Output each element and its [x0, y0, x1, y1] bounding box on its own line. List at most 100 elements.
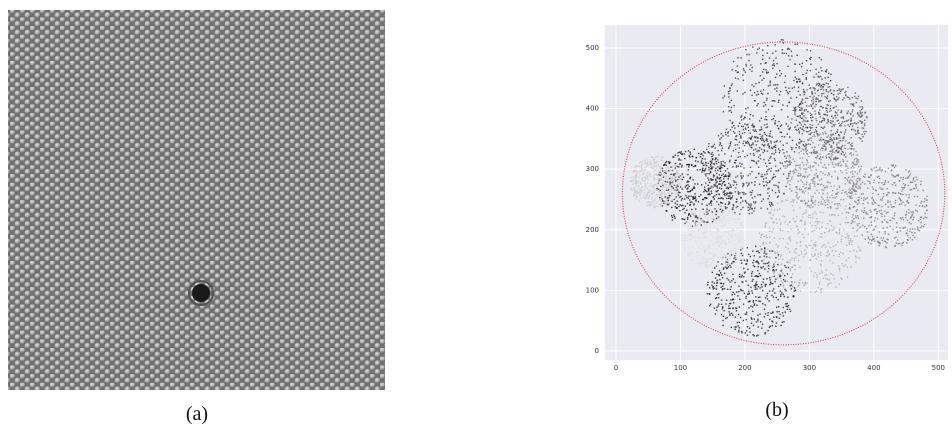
texture-dot — [779, 273, 781, 276]
texture-dot — [743, 276, 745, 278]
texture-dot — [679, 177, 681, 179]
texture-dot — [835, 105, 837, 108]
texture-dot — [672, 187, 675, 189]
texture-dot — [812, 244, 815, 246]
texture-dot — [920, 202, 922, 204]
texture-dot — [705, 182, 707, 184]
texture-dot — [754, 245, 757, 248]
texture-dot — [774, 165, 777, 167]
texture-dot — [775, 57, 777, 59]
texture-dot — [741, 281, 743, 283]
texture-dot — [710, 167, 713, 169]
texture-dot — [764, 225, 766, 227]
texture-dot — [887, 200, 889, 202]
texture-dot — [658, 178, 661, 180]
texture-dot — [745, 141, 747, 143]
texture-dot — [747, 107, 749, 109]
texture-dot — [662, 176, 665, 178]
texture-dot — [907, 176, 910, 178]
texture-dot — [740, 177, 743, 180]
texture-dot — [850, 117, 852, 120]
texture-dot — [837, 191, 839, 194]
texture-dot — [859, 179, 861, 181]
texture-dot — [769, 236, 771, 238]
texture-dot — [766, 292, 769, 295]
texture-dot — [860, 193, 863, 195]
texture-dot — [831, 139, 833, 141]
texture-dot — [814, 110, 816, 112]
texture-dot — [855, 201, 857, 204]
texture-dot — [780, 222, 782, 224]
texture-dot — [903, 187, 905, 189]
texture-dot — [778, 258, 780, 261]
texture-dot — [805, 252, 808, 254]
texture-dot — [766, 97, 768, 99]
texture-dot — [690, 164, 693, 166]
texture-dot — [741, 330, 743, 333]
texture-dot — [772, 228, 775, 230]
texture-dot — [734, 281, 736, 284]
texture-dot — [694, 193, 696, 195]
texture-dot — [727, 288, 729, 291]
texture-dot — [750, 159, 753, 162]
texture-dot — [663, 202, 665, 204]
texture-dot — [812, 116, 814, 118]
texture-dot — [702, 236, 704, 239]
texture-dot — [778, 181, 780, 184]
texture-dot — [743, 267, 745, 270]
texture-dot — [905, 168, 907, 171]
texture-dot — [815, 130, 818, 133]
texture-dot — [778, 237, 781, 240]
texture-dot — [687, 197, 690, 199]
texture-dot — [689, 151, 691, 153]
texture-dot — [629, 180, 632, 182]
texture-dot — [881, 205, 883, 208]
texture-dot — [915, 183, 917, 186]
texture-dot — [796, 129, 798, 132]
texture-dot — [768, 227, 771, 229]
texture-dot — [855, 257, 857, 259]
texture-dot — [727, 258, 729, 261]
texture-dot — [632, 170, 634, 172]
texture-dot — [863, 209, 866, 212]
texture-dot — [728, 230, 730, 233]
texture-dot — [875, 189, 877, 192]
texture-dot — [838, 283, 841, 285]
texture-dot — [794, 287, 796, 290]
texture-dot — [825, 107, 827, 109]
texture-dot — [826, 274, 828, 276]
texture-dot — [659, 191, 661, 194]
texture-dot — [756, 150, 758, 153]
texture-dot — [844, 152, 847, 154]
texture-dot — [669, 179, 672, 182]
texture-dot — [827, 121, 830, 123]
texture-dot — [633, 171, 635, 174]
texture-dot — [822, 139, 824, 141]
texture-dot — [836, 138, 838, 140]
texture-dot — [777, 185, 779, 187]
texture-dot — [848, 181, 851, 184]
texture-dot — [748, 143, 750, 145]
texture-dot — [699, 262, 702, 265]
texture-dot — [642, 173, 644, 175]
texture-dot — [689, 199, 691, 201]
texture-dot — [737, 238, 739, 241]
texture-dot — [711, 271, 714, 274]
texture-dot — [786, 261, 788, 263]
texture-dot — [689, 215, 692, 218]
texture-dot — [760, 234, 763, 236]
texture-dot — [684, 150, 687, 153]
texture-dot — [863, 119, 866, 121]
texture-dot — [676, 191, 679, 193]
texture-dot — [739, 213, 741, 215]
texture-dot — [715, 288, 718, 290]
texture-dot — [855, 182, 858, 185]
texture-dot — [633, 188, 636, 191]
texture-dot — [710, 185, 713, 188]
texture-dot — [759, 137, 762, 140]
texture-dot — [728, 93, 730, 95]
texture-dot — [841, 171, 843, 174]
texture-dot — [845, 205, 847, 207]
texture-dot — [695, 215, 697, 217]
texture-dot — [815, 221, 817, 223]
